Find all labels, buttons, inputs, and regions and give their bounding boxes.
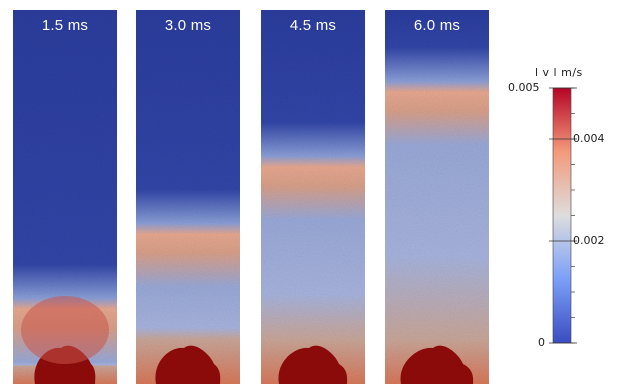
velocity-field <box>136 10 240 384</box>
high-velocity-core <box>155 345 221 384</box>
velocity-glow <box>21 296 109 364</box>
colorbar-title: l v l m/s <box>535 66 583 79</box>
panel-time-label: 3.0 ms <box>164 17 212 34</box>
simulation-panel <box>261 10 365 384</box>
simulation-panel <box>13 10 117 384</box>
panel-time-label: 6.0 ms <box>413 17 461 34</box>
high-velocity-core <box>278 345 348 384</box>
velocity-field <box>261 10 365 384</box>
colorbar-tick-label: 0.004 <box>573 132 605 145</box>
colorbar <box>549 87 577 344</box>
colorbar-gradient <box>552 87 572 344</box>
panel-time-label: 1.5 ms <box>41 17 89 34</box>
colorbar-tick-label: 0.005 <box>508 81 540 94</box>
simulation-panel <box>136 10 240 384</box>
panel-time-label: 4.5 ms <box>289 17 337 34</box>
high-velocity-core <box>400 345 474 384</box>
simulation-panel <box>385 10 489 384</box>
colorbar-tick-label: 0.002 <box>573 234 605 247</box>
colorbar-tick-label: 0 <box>538 336 545 349</box>
velocity-field <box>385 10 489 384</box>
